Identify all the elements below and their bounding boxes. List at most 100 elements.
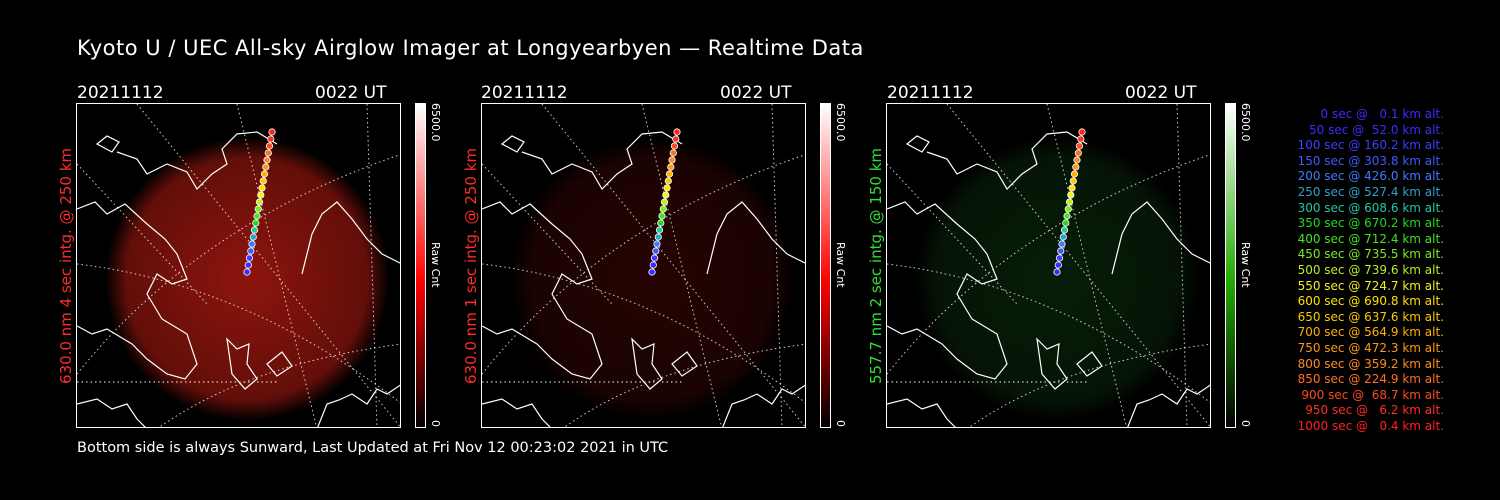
legend-row: 50 sec @ 52.0 km alt. xyxy=(1309,122,1444,137)
page-title: Kyoto U / UEC All-sky Airglow Imager at … xyxy=(77,36,864,60)
legend-row: 950 sec @ 6.2 km alt. xyxy=(1305,403,1444,418)
trajectory-point xyxy=(1059,233,1067,241)
panel-2-time: 0022 UT xyxy=(720,83,792,103)
trajectory-point xyxy=(1053,268,1061,276)
grid-line xyxy=(77,163,208,305)
panel-2-colorbar xyxy=(820,103,831,428)
grid-line xyxy=(887,163,1018,305)
legend-row: 0 sec @ 0.1 km alt. xyxy=(1320,107,1445,121)
trajectory-point xyxy=(655,226,664,234)
panel-3-image xyxy=(886,103,1211,428)
coastline xyxy=(317,384,400,427)
trajectory-legend: 0 sec @ 0.1 km alt. 50 sec @ 52.0 km alt.… xyxy=(1262,107,1444,434)
trajectory-point xyxy=(672,135,680,143)
trajectory-point xyxy=(257,191,265,199)
trajectory-point xyxy=(268,128,276,136)
trajectory-point xyxy=(658,212,666,220)
grid-line xyxy=(1046,104,1128,427)
trajectory-point xyxy=(252,219,260,227)
trajectory-point xyxy=(265,142,274,150)
panel-3-colorbar xyxy=(1225,103,1236,428)
trajectory-point xyxy=(659,205,667,213)
coastline xyxy=(887,398,956,427)
trajectory-point xyxy=(264,149,272,157)
coastline xyxy=(482,201,603,380)
legend-row: 100 sec @ 160.2 km alt. xyxy=(1297,138,1444,153)
trajectory-point xyxy=(245,254,254,262)
trajectory-point xyxy=(260,170,269,178)
legend-row: 300 sec @ 608.6 km alt. xyxy=(1297,200,1444,215)
footer-status: Bottom side is always Sunward, Last Upda… xyxy=(77,440,669,456)
panel-2-map xyxy=(482,104,805,427)
trajectory-point xyxy=(253,212,261,220)
coastline xyxy=(95,135,120,153)
panel-3-ylabel: 557.7 nm 2 sec intg. @ 150 km xyxy=(867,147,885,385)
legend-row: 500 sec @ 739.6 km alt. xyxy=(1297,262,1444,277)
trajectory-point xyxy=(249,233,257,241)
trajectory-point xyxy=(1058,240,1066,248)
panel-2-cbar-max: 6500.0 xyxy=(834,103,847,142)
grid-line xyxy=(482,263,805,404)
legend-row: 150 sec @ 303.8 km alt. xyxy=(1297,153,1444,168)
panel-2-ylabel: 630.0 nm 1 sec intg. @ 250 km xyxy=(462,147,480,385)
coastline xyxy=(1111,201,1210,275)
legend-row: 800 sec @ 359.2 km alt. xyxy=(1297,356,1444,371)
trajectory-point xyxy=(649,261,657,269)
trajectory-point xyxy=(653,240,661,248)
legend-row: 1000 sec @ 0.4 km alt. xyxy=(1297,418,1444,433)
legend-row: 900 sec @ 68.7 km alt. xyxy=(1301,387,1444,402)
trajectory-point xyxy=(247,247,255,255)
grid-line xyxy=(77,263,400,404)
trajectory-point xyxy=(657,219,665,227)
panel-1-date: 20211112 xyxy=(77,83,164,103)
trajectory-point xyxy=(667,163,675,171)
coastline xyxy=(226,337,258,390)
trajectory-point xyxy=(1077,135,1085,143)
panel-3-cbar-unit: Raw Cnt xyxy=(1239,242,1252,288)
trajectory-point xyxy=(673,128,681,136)
grid-line xyxy=(771,104,783,427)
panel-1-colorbar xyxy=(415,103,426,428)
panel-3-map xyxy=(887,104,1210,427)
trajectory-point xyxy=(1078,128,1086,136)
trajectory-point xyxy=(248,240,256,248)
trajectory-point xyxy=(664,177,672,185)
coastline xyxy=(706,201,805,275)
trajectory-point xyxy=(652,247,660,255)
trajectory-point xyxy=(669,149,677,157)
trajectory-point xyxy=(258,184,266,192)
trajectory-point xyxy=(1054,261,1062,269)
panel-3-time: 0022 UT xyxy=(1125,83,1197,103)
trajectory-point xyxy=(1065,198,1074,206)
trajectory-point xyxy=(662,191,670,199)
trajectory-point xyxy=(244,261,252,269)
airglow-region xyxy=(510,137,794,421)
legend-row: 550 sec @ 724.7 km alt. xyxy=(1297,278,1444,293)
coastline xyxy=(301,201,400,275)
panel-3-date: 20211112 xyxy=(887,83,974,103)
legend-row: 850 sec @ 224.9 km alt. xyxy=(1297,372,1444,387)
coastline xyxy=(1076,351,1103,377)
coastline xyxy=(722,384,805,427)
coastline xyxy=(887,201,1008,380)
trajectory-point xyxy=(1055,254,1064,262)
trajectory-point xyxy=(1074,149,1082,157)
trajectory-point xyxy=(267,135,275,143)
legend-row: 600 sec @ 690.8 km alt. xyxy=(1297,294,1444,309)
trajectory-point xyxy=(259,177,267,185)
coastline xyxy=(1127,384,1210,427)
panel-2-image xyxy=(481,103,806,428)
trajectory-point xyxy=(1063,212,1071,220)
coastline xyxy=(631,337,663,390)
trajectory-point xyxy=(263,156,271,164)
coastline xyxy=(521,131,683,190)
grid-line xyxy=(482,163,613,305)
trajectory-point xyxy=(1070,170,1079,178)
trajectory-point xyxy=(1060,226,1069,234)
panel-1-map xyxy=(77,104,400,427)
trajectory-point xyxy=(250,226,259,234)
coastline xyxy=(77,201,198,380)
grid-line xyxy=(236,104,318,427)
panel-3-cbar-max: 6500.0 xyxy=(1239,103,1252,142)
trajectory-point xyxy=(670,142,679,150)
